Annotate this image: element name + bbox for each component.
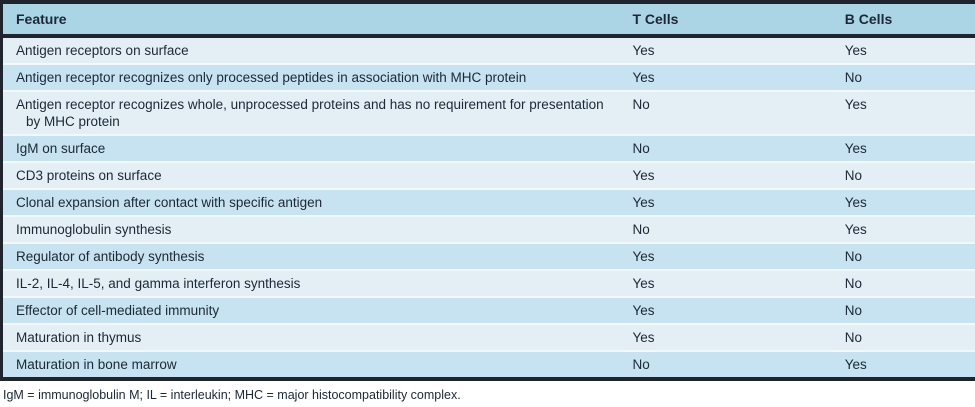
table-row: IgM on surface No Yes [1, 134, 975, 162]
table-row: Regulator of antibody synthesis Yes No [1, 242, 975, 270]
b-cells-value: No [844, 63, 975, 91]
table-footnote: IgM = immunoglobulin M; IL = interleukin… [0, 381, 975, 403]
t-cells-value: Yes [632, 323, 845, 351]
table-row: IL-2, IL-4, IL-5, and gamma interferon s… [1, 269, 975, 297]
feature-cell: Immunoglobulin synthesis [1, 215, 633, 243]
b-cells-value: No [844, 161, 975, 189]
b-cells-value: Yes [844, 350, 975, 379]
t-vs-b-cells-comparison-table: Feature T Cells B Cells Antigen receptor… [0, 0, 975, 381]
feature-cell: CD3 proteins on surface [1, 161, 633, 189]
b-cells-value: Yes [844, 134, 975, 162]
table-row: CD3 proteins on surface Yes No [1, 161, 975, 189]
b-cells-value: No [844, 242, 975, 270]
t-cells-value: No [632, 215, 845, 243]
t-cells-value: Yes [632, 161, 845, 189]
table-row: Effector of cell-mediated immunity Yes No [1, 296, 975, 324]
feature-cell: Antigen receptors on surface [16, 43, 189, 58]
b-cells-value: Yes [844, 43, 867, 58]
t-cells-value: No [632, 350, 845, 379]
t-cells-value: No [632, 90, 845, 135]
b-cells-value: Yes [844, 188, 975, 216]
table-header: Feature T Cells B Cells [1, 2, 975, 38]
feature-cell: Effector of cell-mediated immunity [1, 296, 633, 324]
table-row: Clonal expansion after contact with spec… [1, 188, 975, 216]
feature-cell: IgM on surface [1, 134, 633, 162]
column-header-b-cells: B Cells [844, 2, 975, 38]
t-cells-value: Yes [632, 296, 845, 324]
table-row: Maturation in thymus Yes No [1, 323, 975, 351]
t-cells-value: Yes [632, 269, 845, 297]
header-row: Feature T Cells B Cells [1, 2, 975, 38]
table-row: Maturation in bone marrow No Yes [1, 350, 975, 379]
feature-cell: Antigen receptor recognizes only process… [1, 63, 633, 91]
t-cells-value: Yes [632, 63, 845, 91]
b-cells-value: No [844, 296, 975, 324]
t-cells-value: Yes [632, 242, 845, 270]
feature-cell: Maturation in bone marrow [1, 350, 633, 379]
feature-cell: Maturation in thymus [1, 323, 633, 351]
feature-cell: IL-2, IL-4, IL-5, and gamma interferon s… [1, 269, 633, 297]
b-cells-value: Yes [844, 90, 975, 135]
feature-cell: Antigen receptor recognizes whole, unpro… [1, 90, 633, 135]
table-body: Antigen receptors on surface Yes Yes Antige… [1, 36, 975, 379]
table-row: Antigen receptors on surface Yes Yes [1, 36, 975, 64]
feature-cell: Regulator of antibody synthesis [1, 242, 633, 270]
b-cells-value: No [844, 323, 975, 351]
table-row: Immunoglobulin synthesis No Yes [1, 215, 975, 243]
table-row: Antigen receptor recognizes whole, unpro… [1, 90, 975, 135]
t-cells-value: Yes [632, 188, 845, 216]
t-cells-value: Yes [632, 43, 655, 58]
b-cells-value: Yes [844, 215, 975, 243]
column-header-t-cells: T Cells [632, 2, 845, 38]
t-cells-value: No [632, 134, 845, 162]
feature-cell: Clonal expansion after contact with spec… [1, 188, 633, 216]
b-cells-value: No [844, 269, 975, 297]
column-header-feature: Feature [1, 2, 633, 38]
table-row: Antigen receptor recognizes only process… [1, 63, 975, 91]
